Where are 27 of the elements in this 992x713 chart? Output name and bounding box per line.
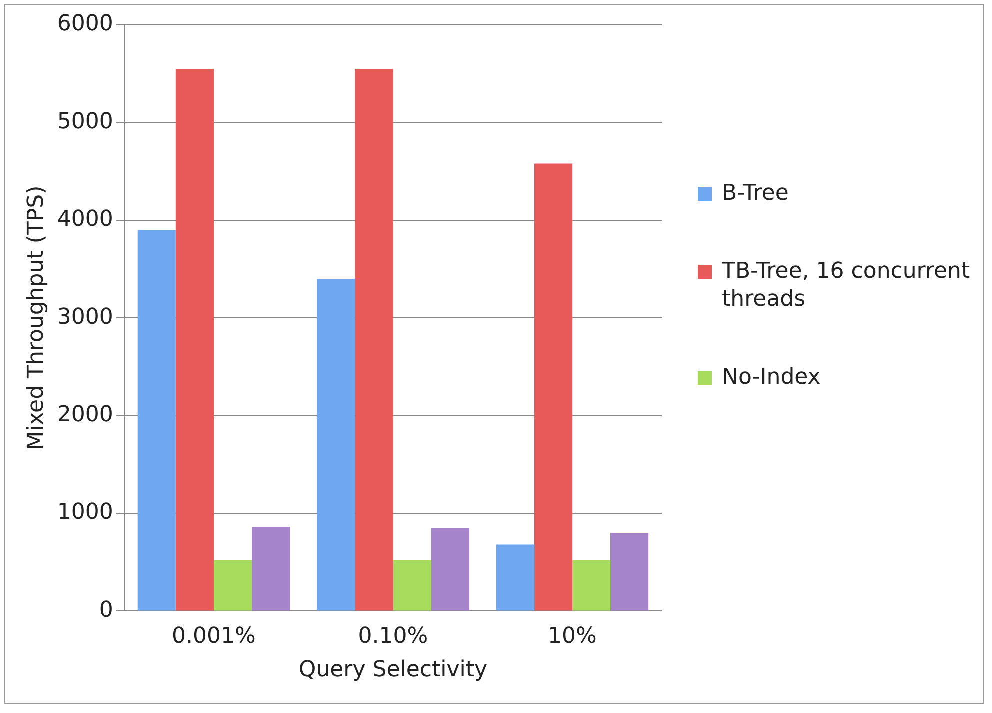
bar [176,68,214,611]
bar [252,527,290,611]
y-tick-label: 6000 [57,12,114,37]
bar [431,528,470,611]
y-tick-label: 2000 [57,402,114,428]
x-axis-title: Query Selectivity [298,658,488,683]
y-tick-label: 4000 [57,207,114,232]
bar [138,230,176,611]
bar [393,560,432,611]
legend-label: TB-Tree, 16 concurrent threads [722,258,972,314]
legend-label: No-Index [722,364,821,392]
y-tick-label: 5000 [57,109,114,134]
y-tick-label: 0 [99,598,114,623]
bar [610,533,649,611]
y-tick-label: 3000 [57,304,114,330]
y-axis-title: Mixed Throughput (TPS) [24,186,49,450]
x-tick-label: 0.001% [172,624,256,650]
legend-label: B-Tree [722,180,789,208]
bar [534,164,572,611]
bar [572,560,610,611]
bar [496,544,534,611]
bar [214,560,252,611]
bar [355,68,394,611]
x-tick-label: 0.10% [358,624,428,650]
y-tick-label: 1000 [57,500,114,526]
x-tick-label: 10% [548,624,597,650]
bar [317,279,356,611]
